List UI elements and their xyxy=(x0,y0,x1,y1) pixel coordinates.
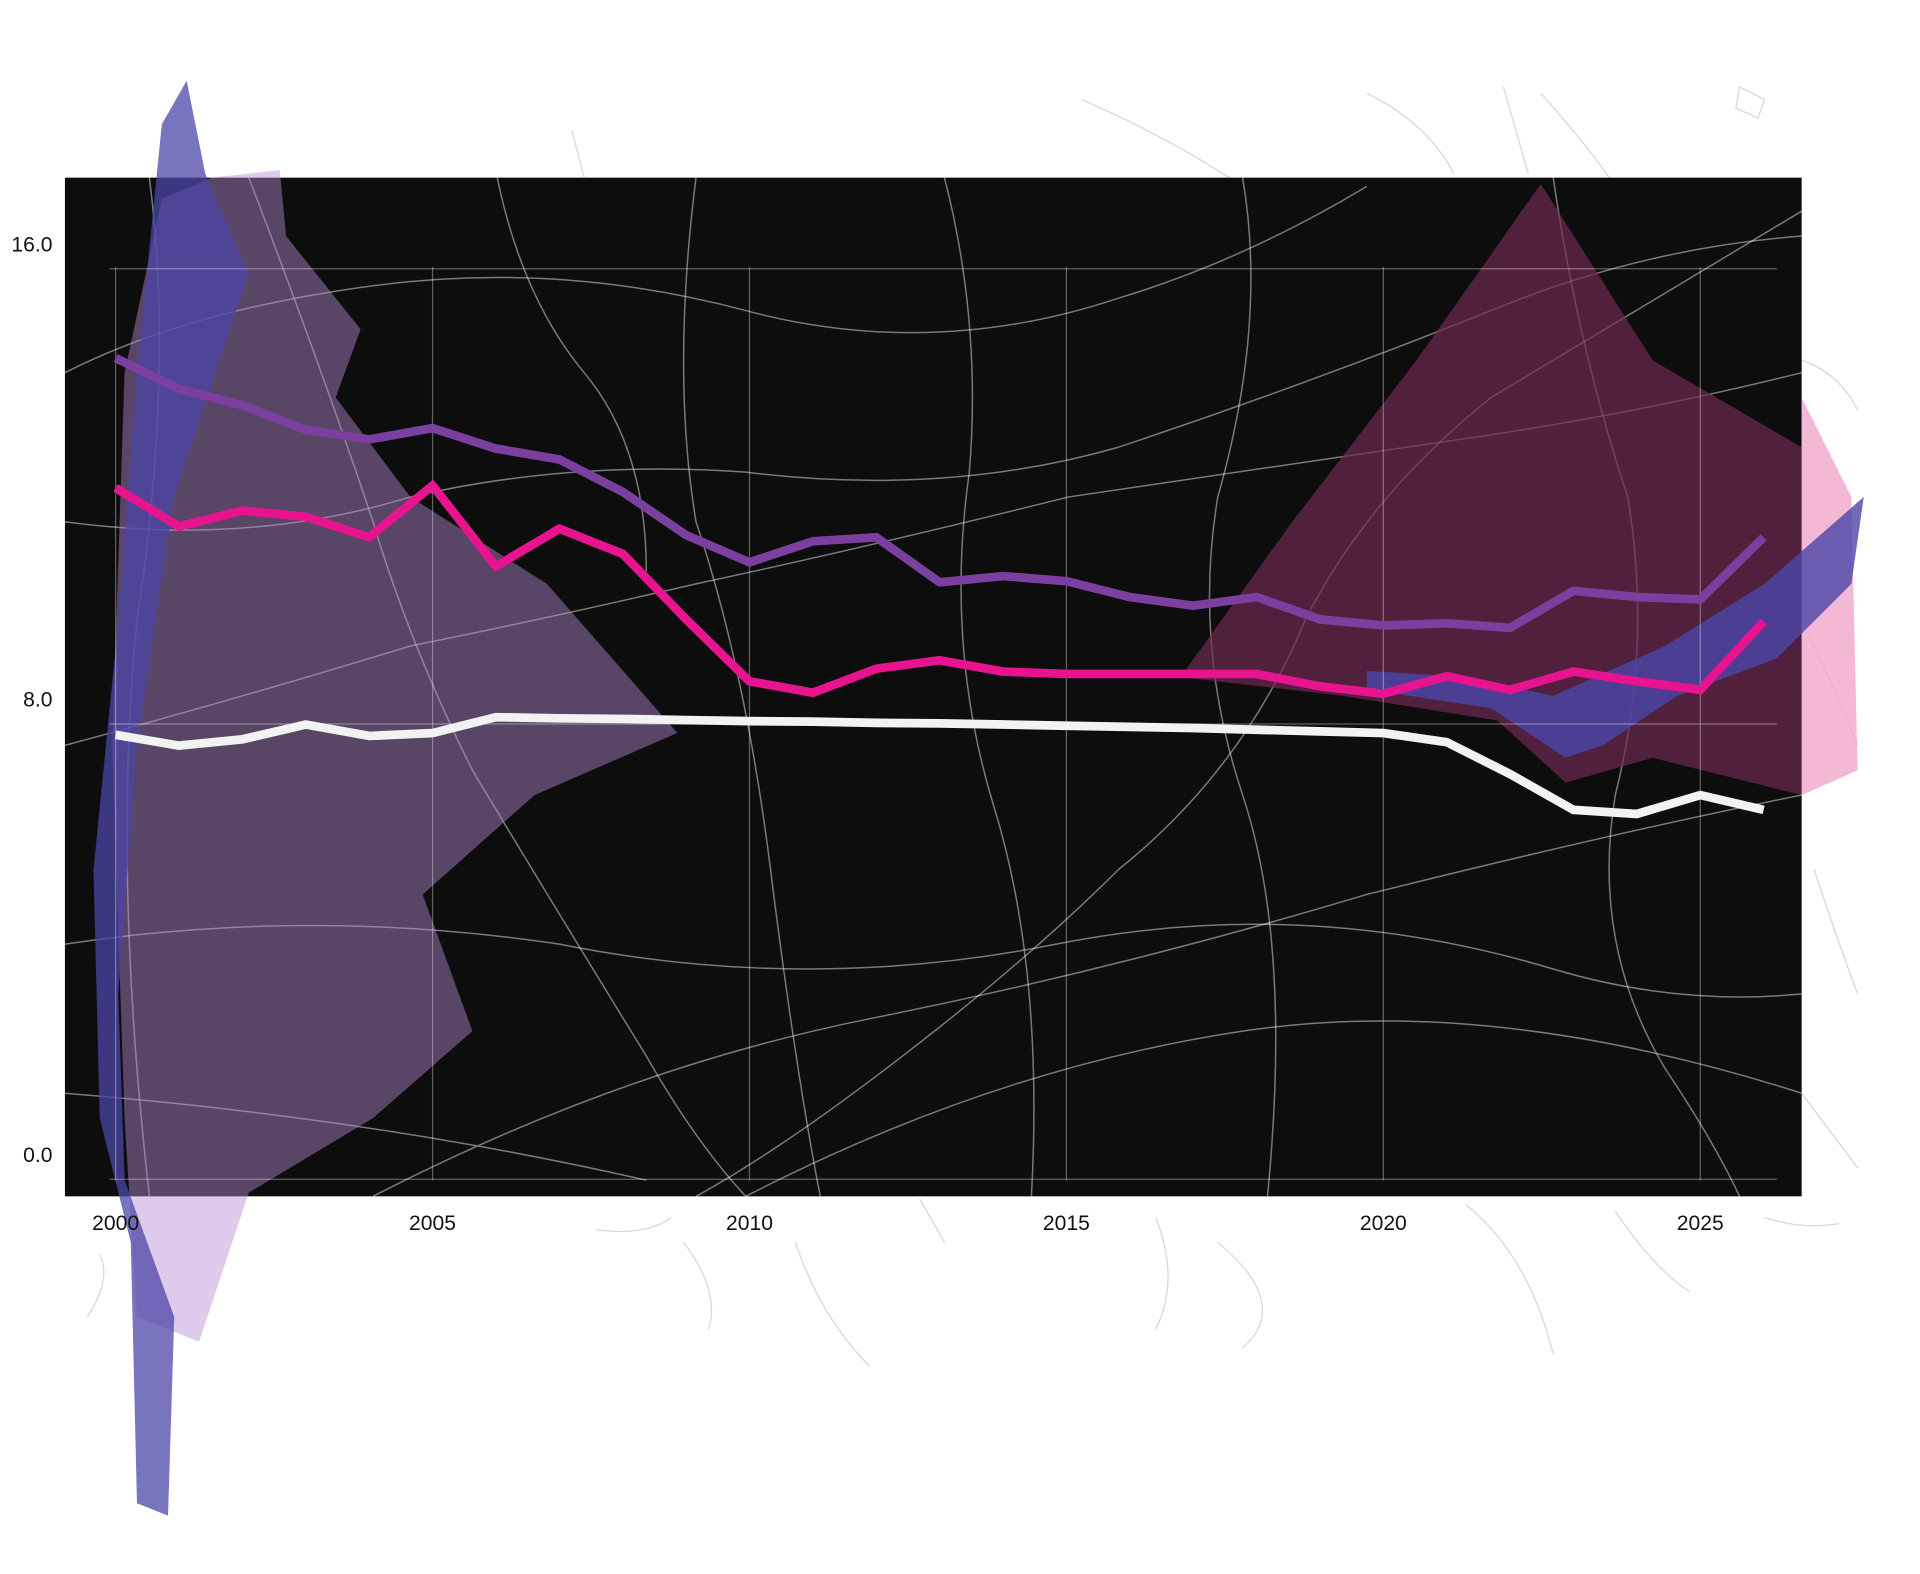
lines xyxy=(113,354,1767,819)
decorative-bands xyxy=(93,80,1864,1516)
data-line xyxy=(113,479,1767,699)
labels: 0.0 8.0 16.0 2000 2005 2010 2015 2020 2025 xyxy=(11,233,1723,1235)
data-line xyxy=(113,354,1767,633)
y-tick-label: 0.0 xyxy=(23,1144,52,1167)
map-outskirts xyxy=(86,86,1859,1367)
x-tick-label: 2020 xyxy=(1360,1212,1407,1235)
x-tick-label: 2000 xyxy=(92,1212,139,1235)
y-tick-label: 8.0 xyxy=(23,689,52,712)
x-tick-label: 2025 xyxy=(1677,1212,1724,1235)
x-tick-label: 2005 xyxy=(409,1212,456,1235)
y-tick-label: 16.0 xyxy=(11,233,52,256)
x-tick-label: 2015 xyxy=(1043,1212,1090,1235)
data-line xyxy=(114,712,1765,819)
x-tick-label: 2010 xyxy=(726,1212,773,1235)
